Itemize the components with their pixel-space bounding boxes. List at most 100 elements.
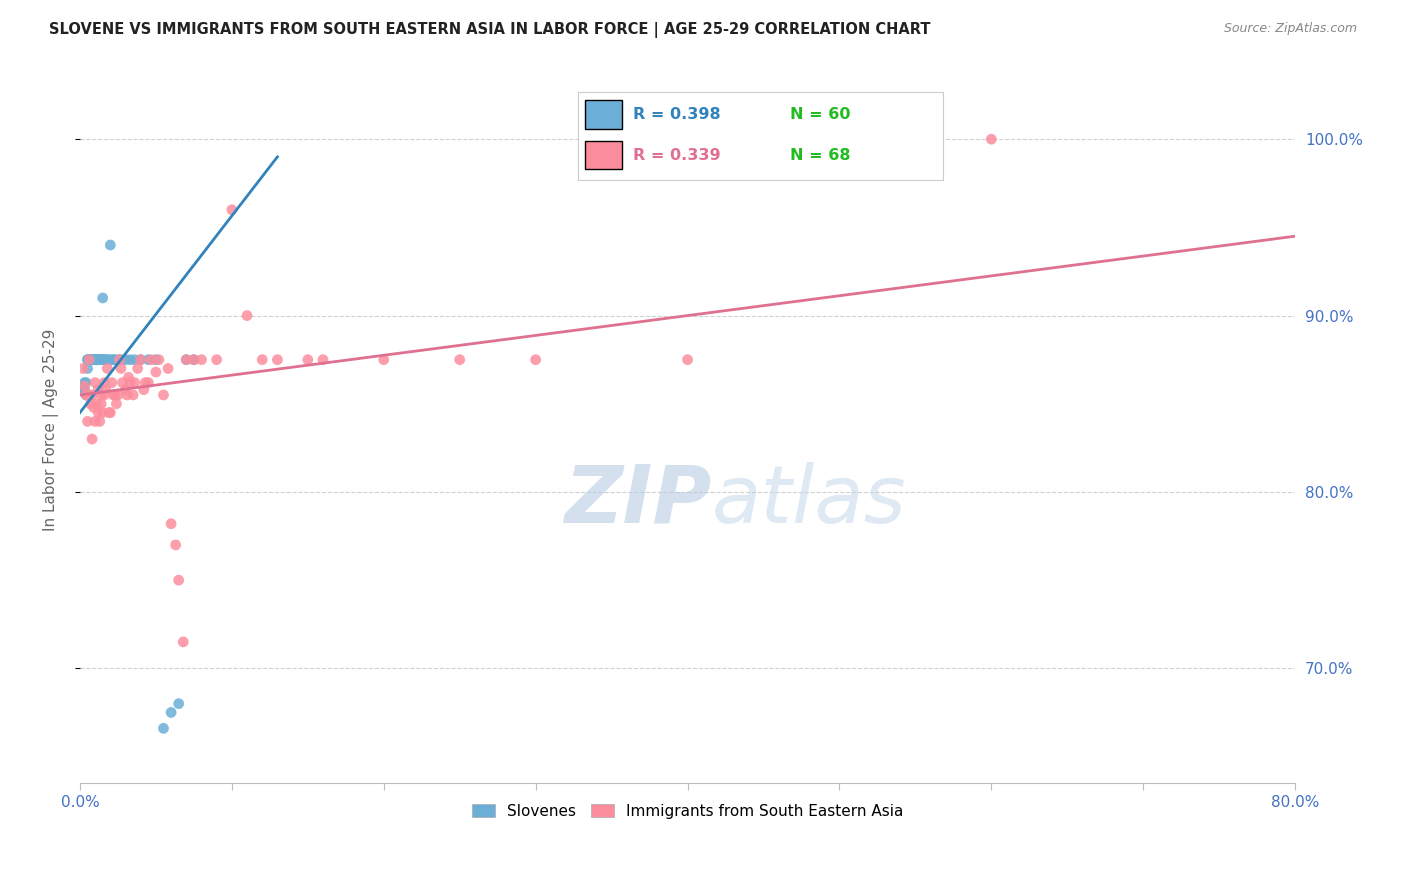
Point: [127, 361, 149, 376]
Point: [86, 352, 108, 367]
Point: [115, 388, 138, 402]
Point: [152, 722, 174, 736]
Point: [129, 352, 152, 367]
Point: [107, 388, 129, 402]
Point: [120, 376, 142, 390]
Point: [90, 352, 112, 367]
Point: [84, 352, 107, 367]
Point: [110, 361, 132, 376]
Point: [94, 383, 117, 397]
Point: [266, 352, 288, 367]
Point: [76, 352, 98, 367]
Point: [136, 376, 159, 390]
Legend: Slovenes, Immigrants from South Eastern Asia: Slovenes, Immigrants from South Eastern …: [465, 797, 910, 825]
Point: [105, 397, 128, 411]
Point: [91, 291, 114, 305]
Point: [104, 352, 127, 367]
Point: [76, 361, 98, 376]
Point: [96, 361, 118, 376]
Point: [87, 352, 110, 367]
Point: [82, 352, 104, 367]
Point: [83, 352, 105, 367]
Point: [72, 384, 94, 399]
Point: [134, 376, 156, 390]
Point: [93, 352, 115, 367]
Point: [89, 352, 111, 367]
Point: [145, 352, 167, 367]
Point: [167, 573, 190, 587]
Point: [75, 388, 97, 402]
Point: [79, 397, 101, 411]
Point: [83, 401, 105, 415]
Point: [77, 352, 100, 367]
Point: [297, 352, 319, 367]
Point: [82, 352, 104, 367]
Point: [111, 376, 134, 390]
Point: [157, 361, 180, 376]
Point: [124, 376, 146, 390]
Point: [165, 538, 187, 552]
Point: [136, 352, 159, 367]
Point: [73, 376, 96, 390]
Point: [82, 388, 104, 402]
Text: Source: ZipAtlas.com: Source: ZipAtlas.com: [1223, 22, 1357, 36]
Point: [236, 309, 259, 323]
Text: SLOVENE VS IMMIGRANTS FROM SOUTH EASTERN ASIA IN LABOR FORCE | AGE 25-29 CORRELA: SLOVENE VS IMMIGRANTS FROM SOUTH EASTERN…: [49, 22, 931, 38]
Point: [98, 406, 121, 420]
Point: [79, 352, 101, 367]
Point: [93, 352, 115, 367]
Point: [77, 352, 100, 367]
Point: [312, 352, 335, 367]
Point: [221, 202, 243, 217]
Point: [91, 406, 114, 420]
Point: [152, 388, 174, 402]
Point: [83, 352, 105, 367]
Point: [148, 352, 170, 367]
Point: [73, 379, 96, 393]
Point: [129, 352, 152, 367]
Point: [86, 352, 108, 367]
Point: [86, 397, 108, 411]
Point: [90, 352, 112, 367]
Point: [205, 352, 228, 367]
Point: [82, 352, 104, 367]
Point: [97, 406, 120, 420]
Point: [77, 388, 100, 402]
Point: [75, 388, 97, 402]
Point: [91, 352, 114, 367]
Point: [87, 352, 110, 367]
Point: [174, 352, 197, 367]
Point: [104, 388, 127, 402]
Point: [449, 352, 471, 367]
Point: [107, 352, 129, 367]
Point: [524, 352, 547, 367]
Point: [132, 383, 155, 397]
Point: [82, 352, 104, 367]
Point: [83, 352, 105, 367]
Point: [183, 352, 205, 367]
Point: [252, 352, 274, 367]
Point: [120, 352, 142, 367]
Point: [110, 352, 132, 367]
Point: [77, 352, 100, 367]
Point: [89, 414, 111, 428]
Point: [373, 352, 395, 367]
Point: [114, 383, 136, 397]
Point: [93, 376, 115, 390]
Point: [980, 132, 1002, 146]
Point: [103, 352, 125, 367]
Text: ZIP: ZIP: [564, 462, 711, 540]
Point: [84, 352, 107, 367]
Point: [94, 352, 117, 367]
Point: [183, 352, 205, 367]
Point: [90, 388, 112, 402]
Text: atlas: atlas: [711, 462, 907, 540]
Point: [84, 352, 107, 367]
Point: [101, 376, 124, 390]
Point: [97, 352, 120, 367]
Point: [160, 706, 183, 720]
Point: [124, 352, 146, 367]
Point: [79, 352, 101, 367]
Point: [122, 388, 145, 402]
Point: [76, 414, 98, 428]
